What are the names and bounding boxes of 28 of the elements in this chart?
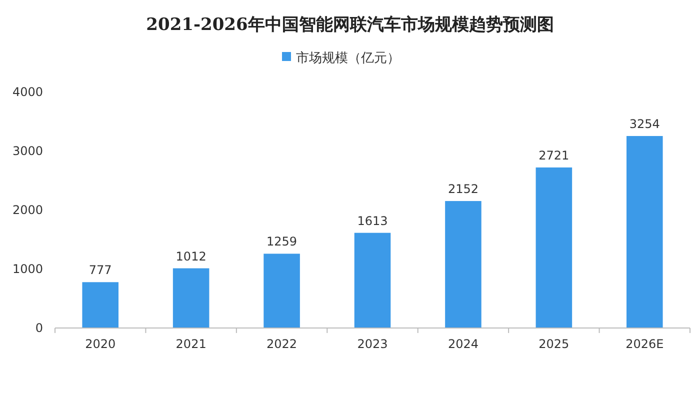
bar: [626, 136, 663, 328]
bar: [172, 268, 210, 328]
x-tick-label: 2026E: [626, 337, 664, 351]
bar: [354, 232, 391, 328]
data-label: 3254: [629, 117, 660, 132]
chart-title: 2021-2026年中国智能网联汽车市场规模趋势预测图: [146, 15, 554, 35]
x-tick-label: 2024: [448, 337, 478, 351]
bar: [536, 167, 572, 328]
data-label: 777: [88, 263, 112, 278]
x-tick-label: 2020: [85, 337, 116, 351]
bar: [264, 254, 300, 328]
x-tick-label: 2025: [538, 337, 570, 351]
y-tick-label: 0: [35, 321, 43, 335]
legend-label: 市场规模（亿元）: [296, 51, 400, 66]
x-tick-label: 2023: [357, 337, 388, 351]
data-label: 1259: [266, 234, 298, 249]
y-tick-label: 4000: [12, 85, 43, 99]
bar: [445, 201, 482, 328]
bar: [82, 282, 118, 328]
data-label: 2152: [448, 182, 478, 196]
y-tick-label: 3000: [12, 144, 43, 158]
y-tick-label: 1000: [12, 262, 43, 276]
y-tick-label: 2000: [12, 203, 43, 217]
x-tick-label: 2021: [176, 337, 206, 351]
data-label: 1012: [176, 249, 206, 264]
data-label: 1613: [357, 214, 388, 228]
data-label: 2721: [538, 148, 570, 162]
x-tick-label: 2022: [266, 337, 298, 351]
